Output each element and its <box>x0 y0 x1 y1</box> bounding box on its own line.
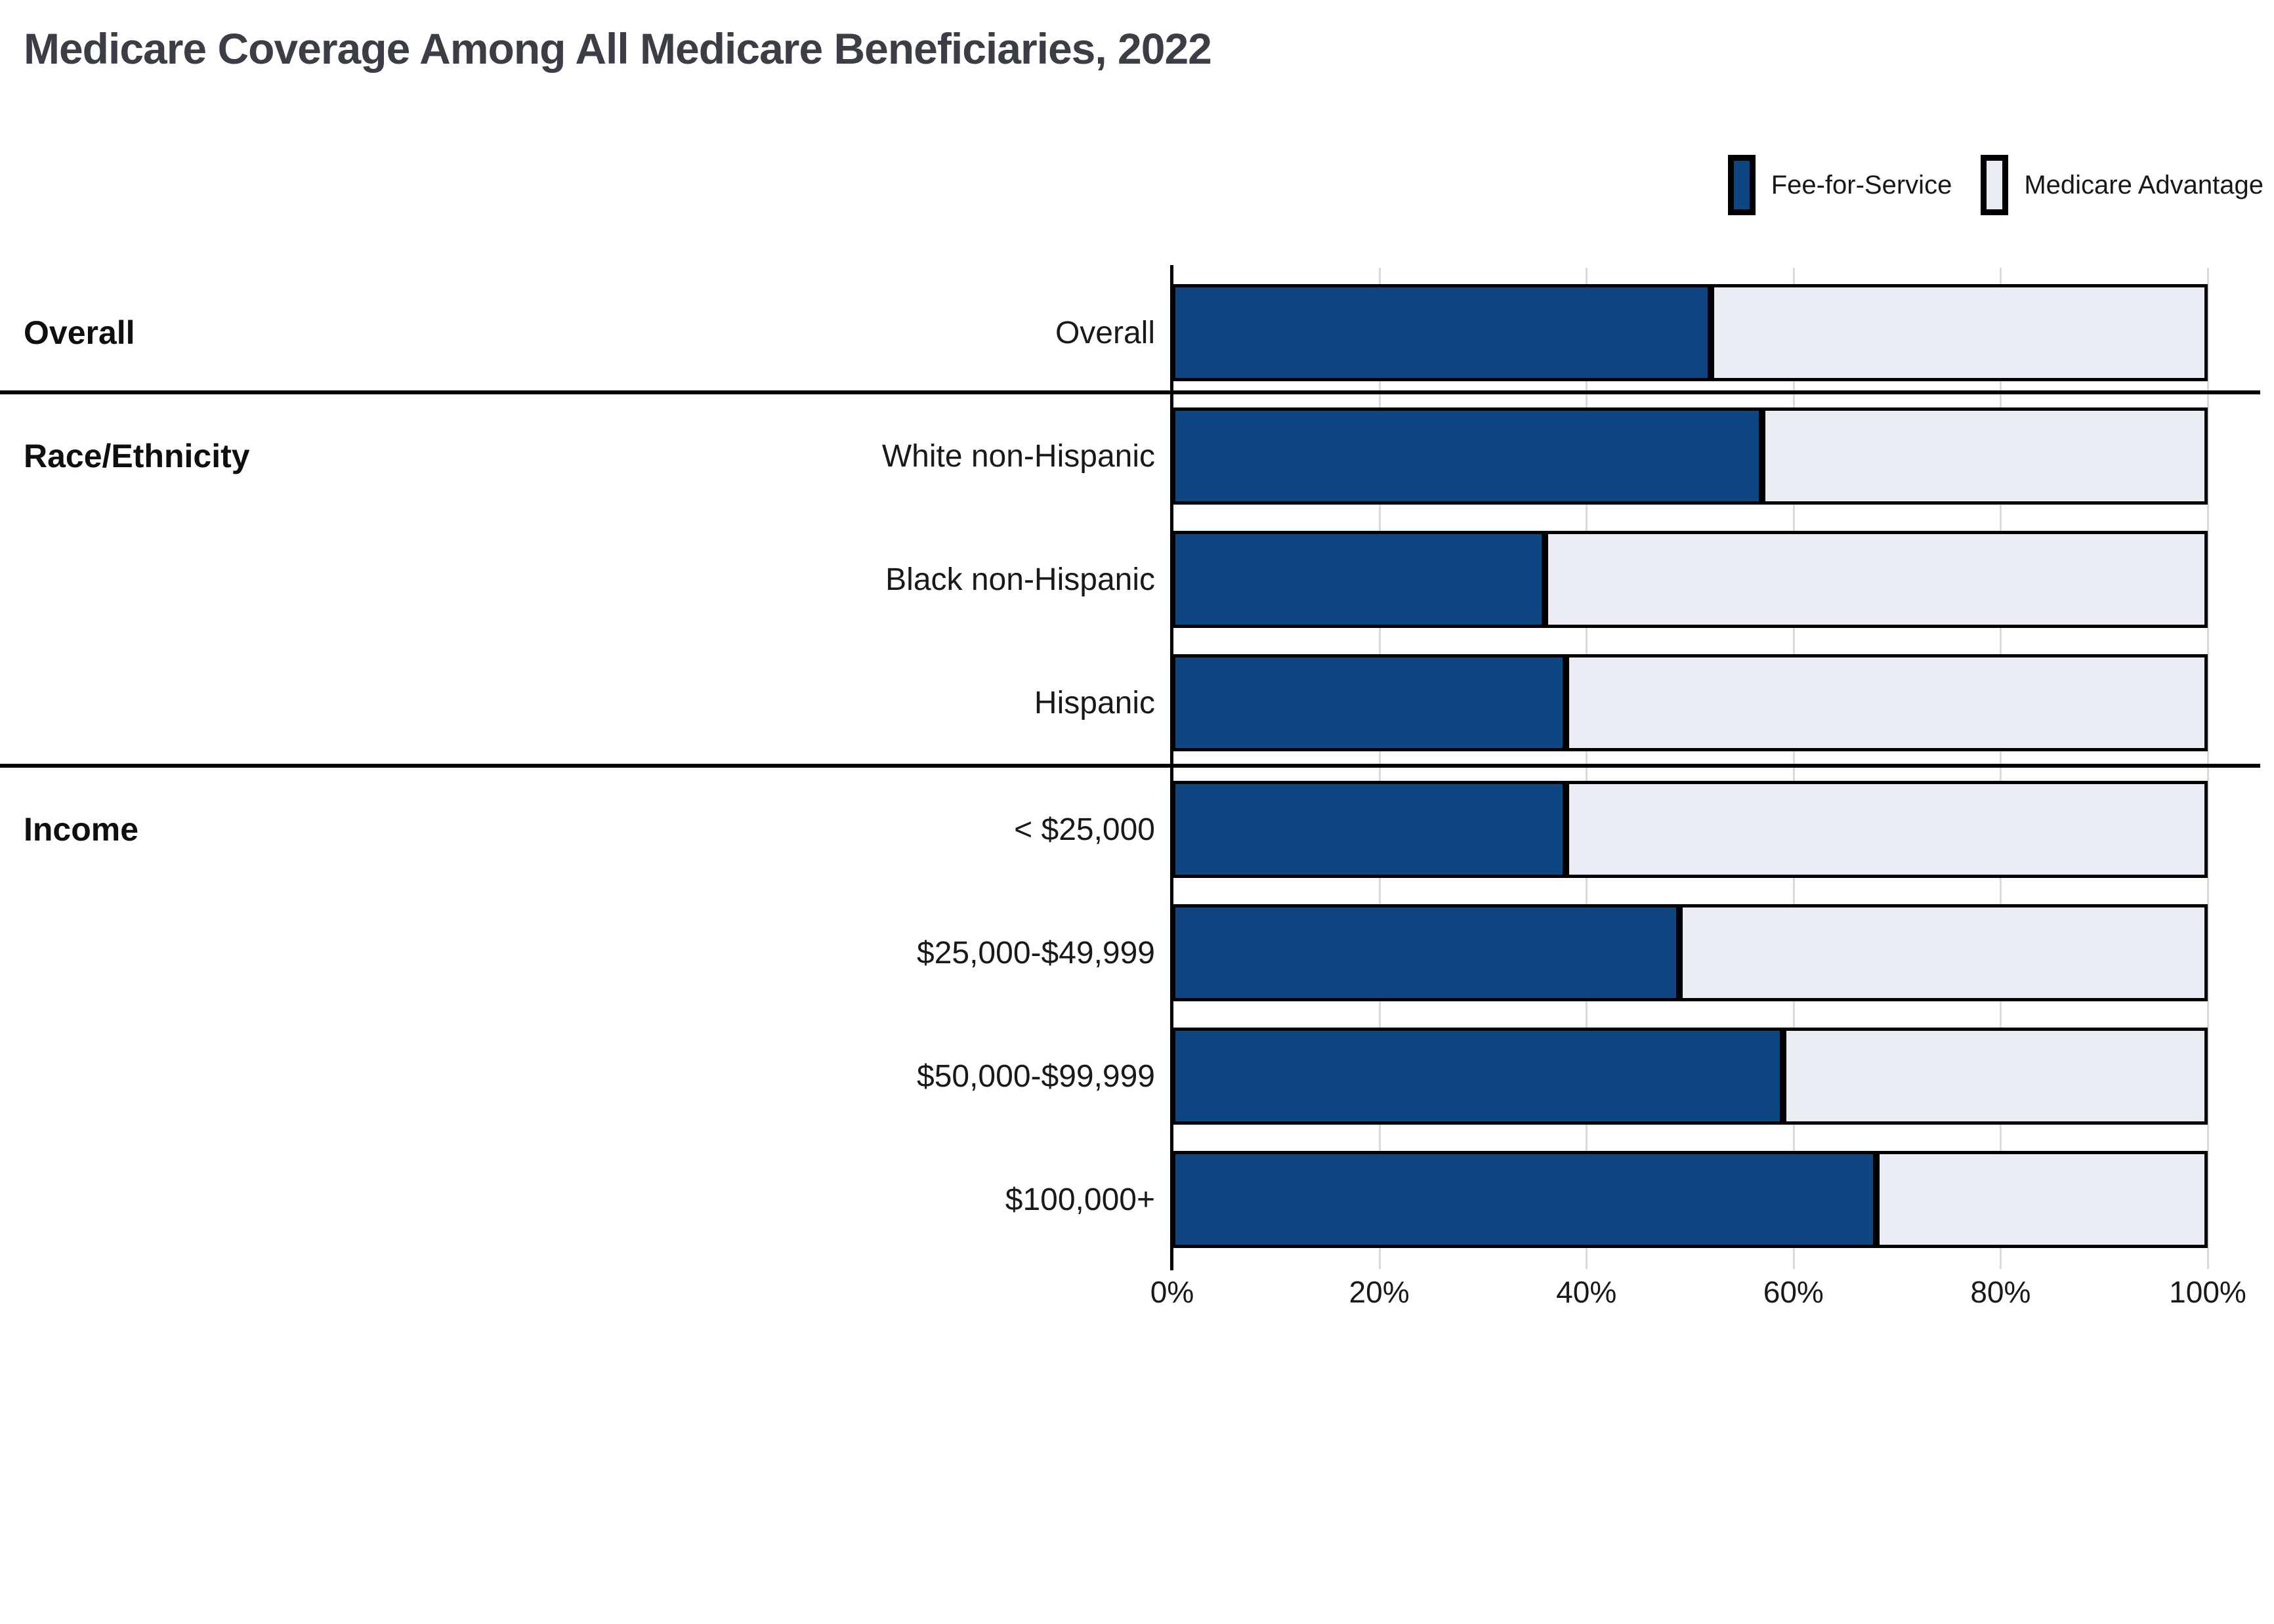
gridline-40% <box>1586 268 1588 1269</box>
gridline-100% <box>2207 268 2209 1269</box>
row-label-25-000: < $25,000 <box>1014 812 1155 847</box>
section-label-race-ethnicity: Race/Ethnicity <box>24 438 250 474</box>
bar-segment-fee-for-service <box>1172 284 1711 381</box>
x-tick-label-40%: 40% <box>1556 1275 1617 1309</box>
row-label-black-non-hispanic: Black non-Hispanic <box>885 562 1155 597</box>
bar-segment-medicare-advantage <box>1545 531 2208 628</box>
bar-segment-fee-for-service <box>1172 654 1566 751</box>
bar-segment-fee-for-service <box>1172 904 1680 1001</box>
legend-label: Fee-for-Service <box>1771 170 1952 199</box>
legend-item-fee-for-service: Fee-for-Service <box>1727 155 1952 215</box>
bar-segment-fee-for-service <box>1172 781 1566 878</box>
bar-row-overall <box>1172 284 2208 381</box>
x-tick-label-60%: 60% <box>1763 1275 1824 1309</box>
x-tick-label-80%: 80% <box>1970 1275 2031 1309</box>
bar-row-25-000-49-999 <box>1172 904 2208 1001</box>
bar-segment-fee-for-service <box>1172 531 1546 628</box>
row-label-50-000-99-999: $50,000-$99,999 <box>917 1058 1155 1094</box>
legend-label: Medicare Advantage <box>2024 170 2263 199</box>
bar-row-black-non-hispanic <box>1172 531 2208 628</box>
row-label-overall: Overall <box>1055 315 1155 350</box>
legend-swatch-medicare-advantage <box>1981 155 2009 215</box>
gridline-60% <box>1792 268 1795 1269</box>
row-label-25-000-49-999: $25,000-$49,999 <box>917 935 1155 970</box>
bar-row-hispanic <box>1172 654 2208 751</box>
bar-segment-fee-for-service <box>1172 1151 1877 1248</box>
section-label-income: Income <box>24 811 139 848</box>
row-label-hispanic: Hispanic <box>1034 685 1155 720</box>
gridline-20% <box>1378 268 1381 1269</box>
bar-row-white-non-hispanic <box>1172 407 2208 505</box>
x-tick-label-0%: 0% <box>1150 1275 1194 1309</box>
bar-segment-medicare-advantage <box>1783 1028 2208 1125</box>
legend: Fee-for-Service Medicare Advantage <box>1727 155 2263 215</box>
bar-row-100-000 <box>1172 1151 2208 1248</box>
bar-row-25-000 <box>1172 781 2208 878</box>
bar-segment-medicare-advantage <box>1876 1151 2208 1248</box>
x-tick-label-20%: 20% <box>1349 1275 1410 1309</box>
gridline-80% <box>2000 268 2002 1269</box>
legend-item-medicare-advantage: Medicare Advantage <box>1981 155 2263 215</box>
bar-segment-medicare-advantage <box>1565 654 2208 751</box>
bar-segment-medicare-advantage <box>1762 407 2208 505</box>
section-label-overall: Overall <box>24 314 135 351</box>
legend-swatch-fee-for-service <box>1727 155 1756 215</box>
row-label-100-000: $100,000+ <box>1005 1182 1155 1217</box>
chart-title: Medicare Coverage Among All Medicare Ben… <box>24 24 1212 73</box>
row-label-white-non-hispanic: White non-Hispanic <box>881 438 1155 474</box>
bar-segment-medicare-advantage <box>1710 284 2208 381</box>
section-divider <box>0 390 2260 394</box>
bar-segment-fee-for-service <box>1172 407 1763 505</box>
section-divider <box>0 764 2260 768</box>
bar-segment-medicare-advantage <box>1679 904 2208 1001</box>
bar-row-50-000-99-999 <box>1172 1028 2208 1125</box>
bar-segment-fee-for-service <box>1172 1028 1784 1125</box>
bar-segment-medicare-advantage <box>1565 781 2208 878</box>
x-tick-label-100%: 100% <box>2169 1275 2246 1309</box>
y-axis-line <box>1170 265 1173 1270</box>
